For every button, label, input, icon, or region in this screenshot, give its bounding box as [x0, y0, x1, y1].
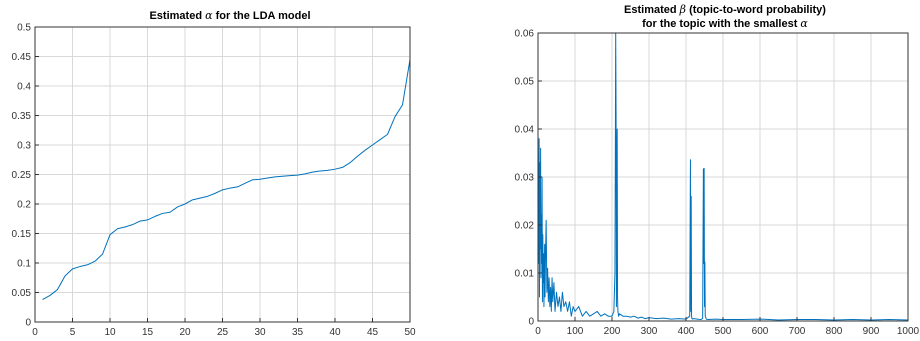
beta-chart-ytick-label: 0.05 [515, 77, 535, 88]
alpha-chart-ytick-label: 0.2 [17, 200, 31, 211]
alpha-chart-ticks: 0 5 10 15 20 25 30 35 40 45 50 0 0.05 0.1 0.15 0.2 0.25 0… [12, 23, 416, 339]
beta-chart-ytick-label: 0.02 [515, 221, 535, 232]
alpha-chart-ytick-label: 0.05 [12, 288, 32, 299]
beta-chart-ytick-label: 0.01 [515, 269, 535, 280]
beta-chart: Estimated β (topic-to-word probability) … [515, 3, 920, 337]
beta-chart-xtick-label: 1000 [897, 326, 920, 337]
alpha-chart-xtick-label: 25 [217, 327, 229, 338]
alpha-chart-series [42, 59, 411, 301]
beta-chart-xtick-label: 600 [752, 326, 769, 337]
alpha-chart-ytick-label: 0 [25, 318, 31, 329]
beta-chart-ticks: 0 100 200 300 400 500 600 700 800 900 1000 0 0.01 0.0… [515, 29, 920, 338]
alpha-chart-ytick-label: 0.35 [12, 111, 32, 122]
alpha-chart-ytick-label: 0.45 [12, 52, 32, 63]
beta-chart-ytick-label: 0.03 [515, 173, 535, 184]
alpha-chart-xtick-label: 45 [367, 327, 379, 338]
beta-chart-xtick-label: 500 [715, 326, 732, 337]
beta-chart-xtick-label: 900 [863, 326, 880, 337]
beta-chart-xtick-label: 100 [567, 326, 584, 337]
alpha-chart-ytick-label: 0.15 [12, 229, 32, 240]
alpha-chart-xtick-label: 40 [329, 327, 341, 338]
alpha-chart-title: Estimated α for the LDA model [149, 9, 310, 22]
alpha-chart-xtick-label: 0 [32, 327, 38, 338]
beta-chart-ytick-label: 0.06 [515, 29, 535, 40]
beta-chart-title-line2: for the topic with the smallest α [642, 17, 808, 30]
alpha-chart-xtick-label: 10 [104, 327, 116, 338]
alpha-chart-xtick-label: 20 [179, 327, 191, 338]
alpha-chart-xtick-label: 35 [292, 327, 304, 338]
alpha-chart-xtick-label: 5 [70, 327, 76, 338]
beta-chart-xtick-label: 200 [604, 326, 621, 337]
beta-chart-ytick-label: 0.04 [515, 125, 535, 136]
beta-chart-xtick-label: 700 [789, 326, 806, 337]
alpha-chart-ytick-label: 0.3 [17, 141, 31, 152]
alpha-chart-xtick-label: 15 [142, 327, 154, 338]
beta-chart-series-line [537, 32, 909, 321]
alpha-chart-xtick-label: 50 [404, 327, 416, 338]
beta-chart-series [537, 32, 909, 321]
alpha-chart-xtick-label: 30 [254, 327, 266, 338]
beta-chart-ytick-label: 0 [528, 317, 534, 328]
beta-chart-xtick-label: 300 [641, 326, 658, 337]
beta-chart-xtick-label: 400 [678, 326, 695, 337]
alpha-chart-ytick-label: 0.5 [17, 23, 31, 34]
alpha-chart-ytick-label: 0.25 [12, 170, 32, 181]
alpha-chart-ytick-label: 0.4 [17, 82, 31, 93]
beta-chart-xtick-label: 800 [826, 326, 843, 337]
beta-chart-title-line1: Estimated β (topic-to-word probability) [624, 3, 826, 16]
beta-chart-grid [537, 32, 909, 322]
alpha-chart-ytick-label: 0.1 [17, 259, 31, 270]
alpha-chart: Estimated α for the LDA model 0 5 10 15 20 25… [12, 9, 416, 338]
alpha-chart-series-line [42, 59, 411, 301]
beta-chart-xtick-label: 0 [535, 326, 541, 337]
alpha-chart-grid [34, 26, 411, 323]
